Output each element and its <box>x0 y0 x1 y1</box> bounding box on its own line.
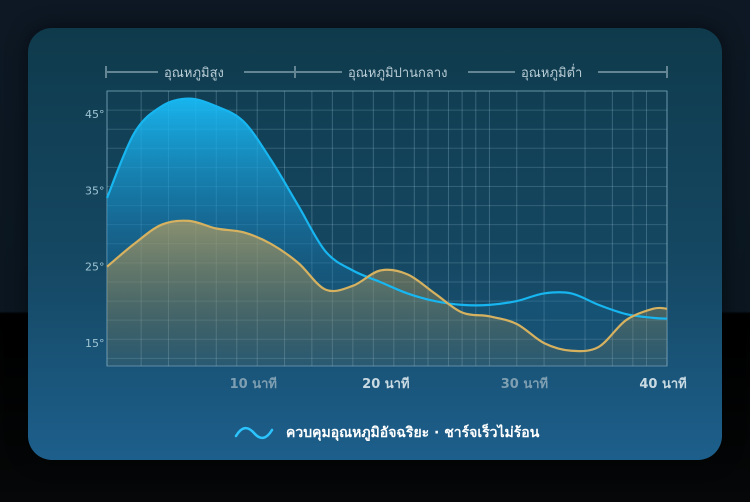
zone-label: อุณหภูมิปานกลาง <box>348 66 448 81</box>
series-2-line <box>106 219 668 353</box>
x-tick-label: 30 นาที <box>501 376 548 392</box>
axis-labels: 45° 35° 25° 15° 10 นาที 20 นาที 30 นาที 40 นาที <box>85 108 687 392</box>
zone-label: อุณหภูมิต่ำ <box>521 64 582 81</box>
y-tick-label: 45° <box>85 108 105 121</box>
y-tick-label: 15° <box>85 337 105 350</box>
chart-card: 45° 35° 25° 15° 10 นาที 20 นาที 30 นาที 40 นาที… <box>28 28 722 460</box>
series-lines <box>105 97 668 353</box>
y-tick-label: 35° <box>85 184 105 197</box>
series-2-area <box>107 220 667 366</box>
series-1-line <box>105 97 668 320</box>
x-tick-label: 40 นาที <box>639 376 686 392</box>
x-tick-label: 20 นาที <box>362 376 409 392</box>
y-tick-label: 25° <box>85 261 105 274</box>
legend: ควบคุมอุณหภูมิอัจฉริยะ · ชาร์จเร็วไม่ร้อ… <box>234 422 539 444</box>
wave-icon <box>234 426 274 440</box>
temperature-chart: 45° 35° 25° 15° 10 นาที 20 นาที 30 นาที 40 นาที… <box>85 64 687 392</box>
area-fills <box>107 98 667 366</box>
legend-label: ควบคุมอุณหภูมิอัจฉริยะ · ชาร์จเร็วไม่ร้อ… <box>286 425 540 441</box>
zone-header: อุณหภูมิสูง อุณหภูมิปานกลาง อุณหภูมิต่ำ <box>105 64 668 81</box>
zone-label: อุณหภูมิสูง <box>164 66 224 81</box>
x-tick-label: 10 นาที <box>230 376 277 392</box>
